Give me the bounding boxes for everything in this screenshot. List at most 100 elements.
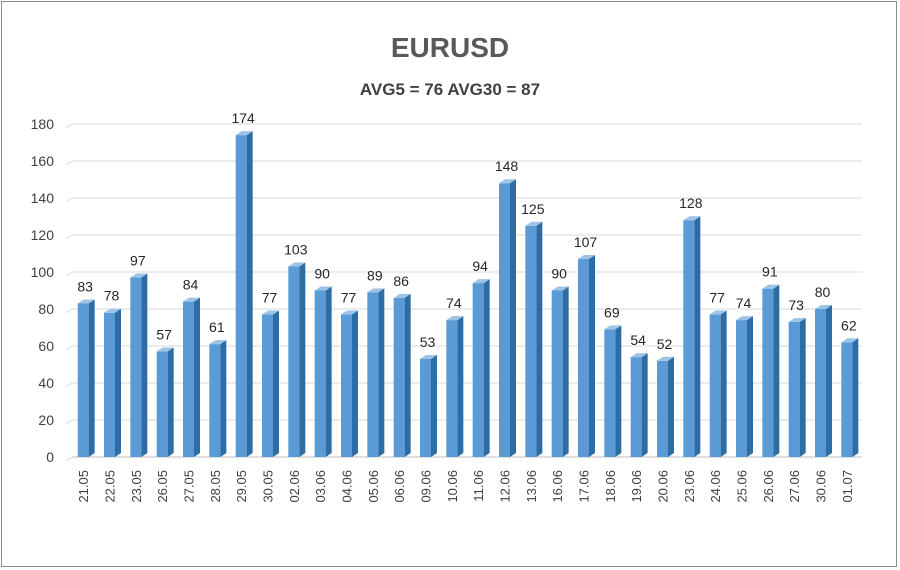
gridline-depth bbox=[65, 345, 73, 351]
data-label: 148 bbox=[495, 158, 519, 174]
data-label: 54 bbox=[630, 332, 646, 348]
bar-top bbox=[841, 338, 859, 343]
y-tick-label: 140 bbox=[31, 190, 55, 206]
bar-front bbox=[341, 314, 352, 457]
bar-front bbox=[578, 259, 589, 457]
bar bbox=[288, 262, 306, 457]
bar-side bbox=[589, 255, 595, 457]
bar-side bbox=[852, 338, 859, 457]
bar-front bbox=[209, 344, 221, 457]
x-tick-label: 22.05 bbox=[103, 470, 118, 503]
y-tick-label: 60 bbox=[38, 338, 54, 354]
bar-top bbox=[104, 308, 121, 313]
bar-side bbox=[273, 310, 279, 457]
x-tick-label: 01.07 bbox=[840, 470, 855, 503]
bar bbox=[499, 179, 516, 457]
data-label: 77 bbox=[341, 290, 357, 306]
gridline-depth bbox=[65, 123, 73, 129]
bar-front bbox=[630, 357, 642, 457]
bar bbox=[393, 293, 411, 457]
data-label: 83 bbox=[77, 278, 93, 294]
x-tick-label: 18.06 bbox=[603, 470, 618, 503]
gridline-depth bbox=[65, 308, 73, 314]
y-tick-label: 40 bbox=[38, 375, 54, 391]
bar-side bbox=[457, 316, 464, 457]
bar-side bbox=[246, 131, 253, 457]
bar-top bbox=[420, 354, 437, 359]
data-label: 57 bbox=[156, 327, 172, 343]
bar-top bbox=[393, 293, 411, 298]
bar-side bbox=[668, 356, 674, 457]
bar-side bbox=[773, 284, 780, 457]
bar bbox=[630, 353, 648, 457]
x-tick-label: 05.06 bbox=[366, 470, 381, 503]
x-tick-label: 11.06 bbox=[471, 470, 486, 502]
bar-top bbox=[314, 286, 332, 291]
bar-side bbox=[431, 354, 437, 457]
x-tick-label: 24.06 bbox=[708, 470, 723, 503]
data-label: 103 bbox=[284, 241, 308, 257]
bar-front bbox=[183, 301, 194, 457]
bar bbox=[525, 221, 543, 457]
bar-side bbox=[378, 288, 385, 457]
data-label: 53 bbox=[420, 334, 436, 350]
data-label: 80 bbox=[815, 284, 831, 300]
x-tick-label: 19.06 bbox=[629, 470, 644, 503]
data-label: 61 bbox=[209, 319, 225, 335]
bar-front bbox=[499, 183, 510, 457]
data-label: 77 bbox=[709, 290, 725, 306]
gridline-depth bbox=[65, 160, 73, 166]
x-axis-ticks: 21.05 22.05 23.05 26.05 27.05 28.05 29.05 30.05… bbox=[76, 470, 855, 503]
gridline-depth bbox=[65, 456, 73, 462]
chart-title: EURUSD bbox=[391, 32, 509, 63]
data-label: 74 bbox=[736, 295, 752, 311]
data-label: 91 bbox=[762, 264, 778, 280]
y-tick-label: 80 bbox=[38, 301, 54, 317]
data-label: 73 bbox=[788, 297, 804, 313]
x-tick-label: 10.06 bbox=[445, 470, 460, 503]
bar bbox=[209, 340, 227, 457]
x-tick-label: 21.05 bbox=[76, 470, 91, 503]
bar-top bbox=[630, 353, 648, 358]
x-tick-label: 16.06 bbox=[550, 470, 565, 503]
bar-top bbox=[578, 255, 595, 260]
bar bbox=[420, 354, 437, 457]
bar-front bbox=[551, 290, 563, 457]
x-tick-label: 09.06 bbox=[419, 470, 434, 503]
bar-top bbox=[604, 325, 622, 330]
bar-top bbox=[367, 288, 385, 293]
x-tick-label: 06.06 bbox=[392, 470, 407, 503]
chart-subtitle: AVG5 = 76 AVG30 = 87 bbox=[360, 80, 540, 99]
bar-side bbox=[194, 297, 200, 457]
bar-side bbox=[220, 340, 227, 457]
bar-top bbox=[288, 262, 306, 267]
bar-top bbox=[683, 216, 701, 221]
bar bbox=[578, 255, 595, 457]
bar-side bbox=[562, 286, 569, 457]
bar-front bbox=[156, 351, 168, 457]
bar-top bbox=[499, 179, 516, 184]
bar bbox=[815, 305, 832, 457]
data-label: 74 bbox=[446, 295, 462, 311]
data-label: 174 bbox=[231, 110, 255, 126]
gridline-depth bbox=[65, 197, 73, 203]
bar-side bbox=[299, 262, 306, 457]
bar-top bbox=[525, 221, 543, 226]
bar-front bbox=[420, 358, 431, 457]
gridline-depth bbox=[65, 234, 73, 240]
bar bbox=[183, 297, 200, 457]
bar bbox=[657, 356, 674, 457]
bar-front bbox=[762, 288, 774, 457]
bar-top bbox=[156, 347, 174, 352]
bar-side bbox=[747, 316, 753, 457]
bar bbox=[472, 279, 490, 457]
bar bbox=[262, 310, 279, 457]
bar-side bbox=[826, 305, 832, 457]
bar-top bbox=[130, 273, 148, 278]
bar bbox=[709, 310, 727, 457]
data-label: 89 bbox=[367, 267, 383, 283]
gridline-depth bbox=[65, 271, 73, 277]
bar-side bbox=[615, 325, 622, 457]
x-tick-label: 26.06 bbox=[761, 470, 776, 503]
x-tick-label: 23.06 bbox=[682, 470, 697, 503]
